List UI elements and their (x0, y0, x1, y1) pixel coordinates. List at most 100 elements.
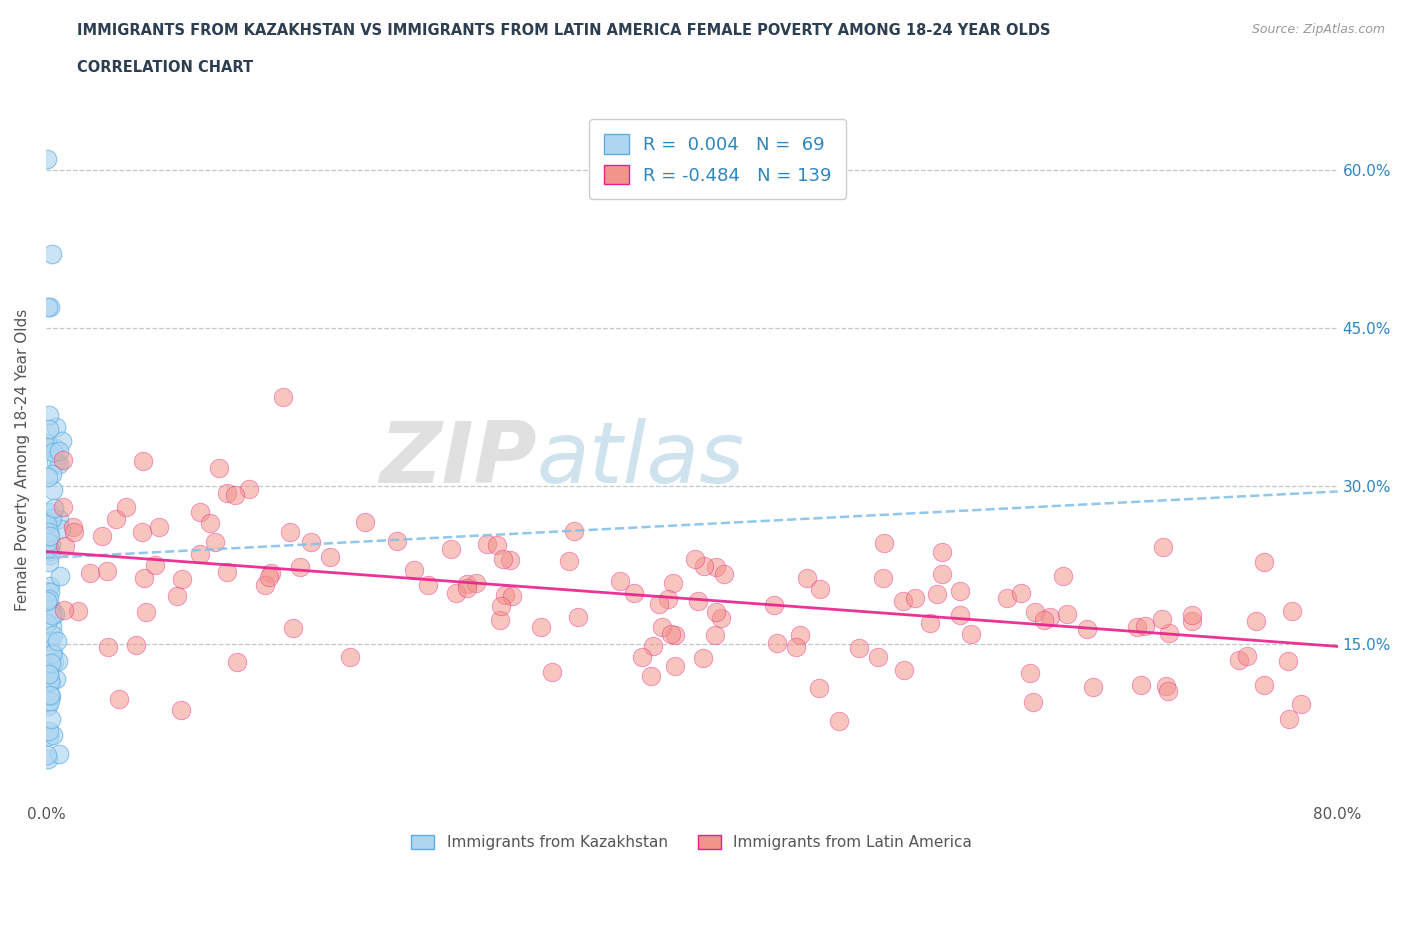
Point (51, 434, 73, 449)
Point (39, 673, 62, 688)
Point (49, 521, 72, 536)
Point (131, 454, 153, 469)
Point (440, 541, 463, 556)
Point (62, 519, 84, 534)
Point (38, 548, 60, 563)
Point (62, 525, 84, 539)
Point (125, 637, 148, 652)
Point (42, 655, 65, 670)
Point (39, 689, 62, 704)
Point (492, 551, 515, 566)
Point (796, 570, 818, 585)
Point (893, 662, 915, 677)
Point (1227, 652, 1250, 667)
Point (37, 698, 59, 713)
Point (1130, 678, 1153, 693)
Point (254, 578, 277, 592)
Point (48, 457, 70, 472)
Point (1019, 665, 1042, 680)
Point (39, 694, 62, 709)
Point (238, 482, 260, 497)
Point (38, 408, 60, 423)
Point (541, 664, 564, 679)
Point (170, 572, 193, 587)
Point (35, 436, 58, 451)
Point (1277, 654, 1299, 669)
Point (558, 554, 581, 569)
Point (1157, 683, 1180, 698)
Point (39, 711, 62, 726)
Y-axis label: Female Poverty Among 18-24 Year Olds: Female Poverty Among 18-24 Year Olds (15, 309, 30, 611)
Point (641, 639, 664, 654)
Point (52, 499, 75, 514)
Point (1133, 619, 1156, 634)
Point (53, 603, 76, 618)
Point (41, 246, 63, 261)
Point (763, 598, 786, 613)
Point (444, 586, 467, 601)
Point (785, 640, 807, 655)
Point (39, 299, 62, 314)
Point (828, 713, 851, 728)
Point (114, 500, 136, 515)
Point (41, 646, 63, 661)
Point (41, 513, 63, 528)
Point (38, 543, 60, 558)
Point (38, 440, 60, 455)
Point (38, 666, 60, 681)
Point (1024, 604, 1046, 619)
Point (1126, 619, 1149, 634)
Point (39, 656, 62, 671)
Point (35, 593, 58, 608)
Point (41, 607, 63, 622)
Point (79, 566, 101, 581)
Point (562, 524, 585, 538)
Point (1253, 677, 1275, 692)
Point (1039, 610, 1062, 625)
Point (48, 444, 70, 458)
Point (609, 574, 631, 589)
Point (45, 671, 67, 686)
Point (44, 606, 66, 621)
Point (105, 512, 128, 526)
Point (39, 601, 62, 616)
Point (42, 645, 65, 660)
Point (35, 583, 58, 598)
Point (38, 554, 60, 569)
Point (868, 649, 890, 664)
Point (134, 571, 156, 586)
Legend: Immigrants from Kazakhstan, Immigrants from Latin America: Immigrants from Kazakhstan, Immigrants f… (405, 830, 979, 857)
Point (1181, 614, 1204, 629)
Point (48, 512, 70, 526)
Point (683, 551, 706, 566)
Text: Source: ZipAtlas.com: Source: ZipAtlas.com (1251, 23, 1385, 36)
Point (204, 535, 226, 550)
Point (1278, 711, 1301, 726)
Point (1244, 614, 1267, 629)
Point (37, 299, 59, 314)
Point (1152, 539, 1174, 554)
Point (37, 534, 59, 549)
Point (166, 589, 188, 604)
Point (709, 611, 731, 626)
Point (995, 591, 1018, 605)
Point (35, 748, 58, 763)
Point (489, 613, 512, 628)
Point (567, 609, 589, 624)
Point (931, 544, 953, 559)
Point (927, 587, 949, 602)
Point (848, 641, 870, 656)
Point (39, 674, 62, 689)
Point (662, 576, 685, 591)
Point (766, 636, 789, 651)
Point (659, 627, 682, 642)
Point (38, 666, 60, 681)
Point (1236, 649, 1258, 664)
Point (339, 650, 361, 665)
Point (42, 500, 65, 515)
Point (1281, 604, 1303, 618)
Point (38, 591, 60, 606)
Point (198, 516, 221, 531)
Point (319, 550, 342, 565)
Point (42, 439, 65, 454)
